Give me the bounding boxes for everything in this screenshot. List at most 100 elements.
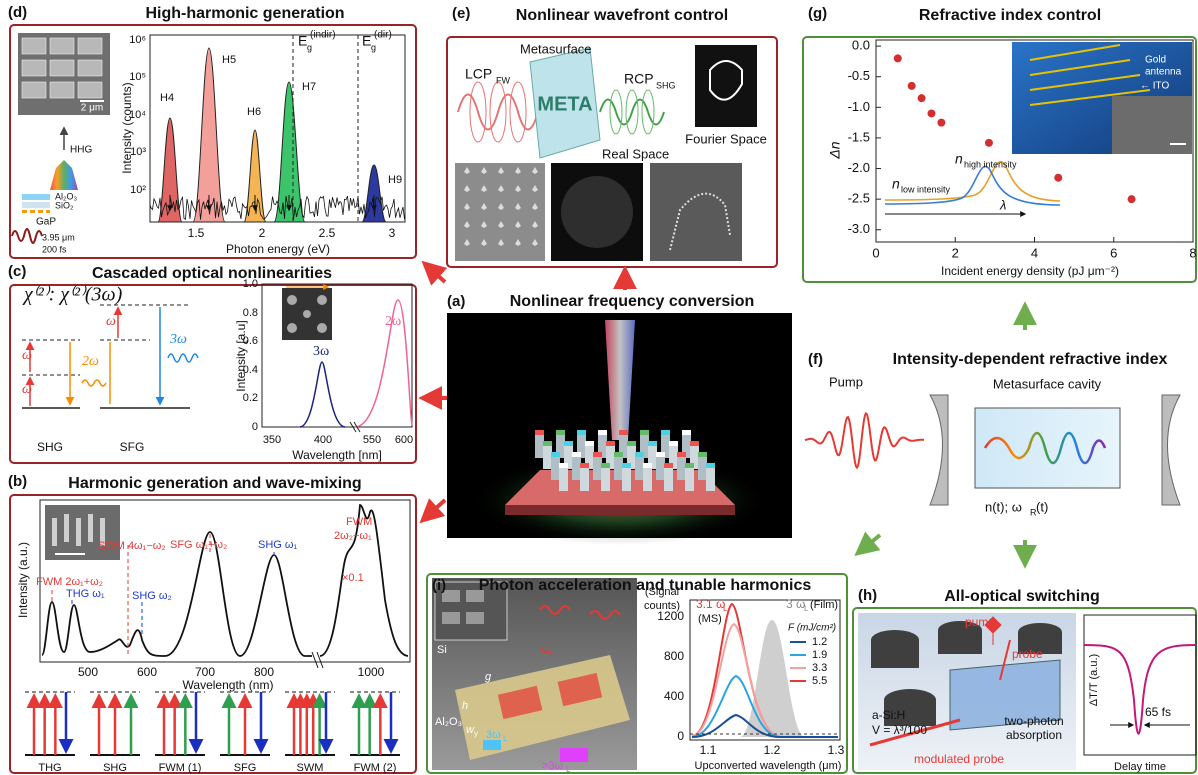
gap-indirect-symbol: E — [298, 33, 307, 49]
c-y-label: Intensity [a.u] — [234, 320, 248, 391]
b-annotations: ×0.1 — [342, 572, 364, 584]
b-xticks: 1000 — [358, 665, 385, 679]
rect — [78, 82, 102, 98]
switching-illustration — [858, 613, 1076, 770]
b-xticks: 600 — [137, 665, 157, 679]
h-pump: pump — [965, 615, 995, 629]
pillar-top — [543, 441, 552, 446]
pillar-top — [648, 441, 657, 446]
b-x-label: Wavelength (nm) — [183, 678, 274, 692]
ms-sub: L — [723, 604, 728, 613]
b-processes: SHG — [103, 762, 127, 774]
inset-ito: ← ITO — [1140, 81, 1169, 92]
data-point — [918, 94, 926, 102]
metasurface-illustration — [447, 313, 792, 545]
x-tick-label: 4 — [1031, 245, 1038, 260]
pillar-top — [535, 430, 544, 435]
e-title: Nonlinear wavefront control — [516, 7, 728, 24]
pillar-top — [585, 441, 594, 446]
rect — [466, 612, 484, 624]
pillar-top — [598, 430, 607, 435]
n-high-main: n — [955, 151, 963, 167]
data-point — [908, 82, 916, 90]
stack-substrate: GaP — [36, 217, 56, 228]
stack-hhg: HHG — [70, 145, 92, 156]
i-xticks: 1.1 — [700, 743, 717, 757]
rect — [50, 82, 74, 98]
i-label: (i) — [432, 577, 446, 594]
c-yticks: 0.4 — [243, 364, 258, 376]
g — [22, 38, 102, 98]
figure: (d)High-harmonic generation2 μmHHGAl₂O₃S… — [0, 0, 1198, 775]
b-xticks: 700 — [195, 665, 215, 679]
b-annotations: SHG ω₁ — [258, 539, 297, 551]
d-yticks: 10⁵ — [129, 71, 146, 83]
pillar-top — [690, 441, 699, 446]
gap-indirect-sup: (indir) — [310, 30, 336, 41]
c-xticks: 400 — [314, 434, 332, 446]
rect — [78, 60, 102, 76]
rect — [560, 748, 588, 762]
a-label: (a) — [447, 293, 465, 310]
c-xticks: 550 — [363, 434, 381, 446]
device-alumina: Al₂O₃ — [435, 716, 462, 728]
rect — [938, 630, 982, 654]
i-legend: 5.5 — [812, 675, 827, 687]
pillar-top — [551, 452, 560, 457]
rect — [78, 38, 102, 54]
d-harmonics: H9 — [388, 174, 402, 186]
gap-direct-sup: (dir) — [374, 30, 392, 41]
inset-axis: λ — [999, 197, 1006, 212]
c-xticks: 600 — [395, 434, 413, 446]
b-label: (b) — [8, 473, 27, 490]
y-tick-label: 0.0 — [852, 38, 870, 53]
path — [505, 505, 735, 515]
d-yticks: 10⁴ — [129, 109, 146, 121]
b-processes: FWM (1) — [159, 762, 202, 774]
b-xticks: 500 — [78, 665, 98, 679]
b-annotations: SWM 4ω₁−ω₂ — [98, 540, 166, 552]
b-y-label: Intensity (a.u.) — [16, 542, 30, 618]
h-y-label: ΔT/T (a.u.) — [1088, 654, 1100, 706]
gap-direct-sub: g — [371, 42, 376, 52]
d-yticks: 10⁶ — [129, 34, 146, 46]
x-tick-label: 6 — [1110, 245, 1117, 260]
pillar-top — [556, 430, 565, 435]
data-point — [894, 54, 902, 62]
d-harmonics: H6 — [247, 106, 261, 118]
pillar-top — [677, 452, 686, 457]
d-harmonics: H5 — [222, 54, 236, 66]
c-three-omega: 3ω — [169, 332, 187, 347]
data-point — [937, 119, 945, 127]
y-tick-label: -1.0 — [848, 99, 870, 114]
photon-acceleration-illustration — [432, 578, 637, 770]
d-y-label: Intensity (counts) — [120, 82, 134, 173]
pillar-top — [580, 463, 589, 468]
e-real-space: Real Space — [602, 146, 669, 161]
b-annotations: FWM 2ω₁+ω₂ — [36, 576, 103, 588]
n-high-sub: high intensity — [964, 159, 1017, 169]
rect — [50, 38, 74, 54]
output-sub: SHG — [656, 80, 676, 90]
c-yticks: 0.2 — [243, 392, 258, 404]
h-modulated: modulated probe — [914, 752, 1004, 766]
pillar-top — [572, 452, 581, 457]
e-fourier-space: Fourier Space — [685, 131, 767, 146]
device-gap: g — [485, 671, 492, 683]
b-processes: SFG — [234, 762, 257, 774]
pillar-top — [559, 463, 568, 468]
y-tick-label: -2.0 — [848, 160, 870, 175]
pillar-top — [622, 463, 631, 468]
pillar-top — [661, 430, 670, 435]
c-title: Cascaded optical nonlinearities — [92, 265, 332, 282]
x-tick-label: 2 — [952, 245, 959, 260]
stack-wavelength: 3.95 μm — [42, 232, 75, 242]
f-cavity: Metasurface cavity — [993, 376, 1102, 391]
rect — [64, 514, 69, 542]
ms-main: 3.1 ω — [696, 597, 725, 611]
i-yticks: 0 — [677, 729, 684, 743]
circle — [287, 295, 297, 305]
d-yticks: 10² — [130, 184, 146, 196]
circle — [561, 176, 633, 248]
pillar-top — [614, 452, 623, 457]
